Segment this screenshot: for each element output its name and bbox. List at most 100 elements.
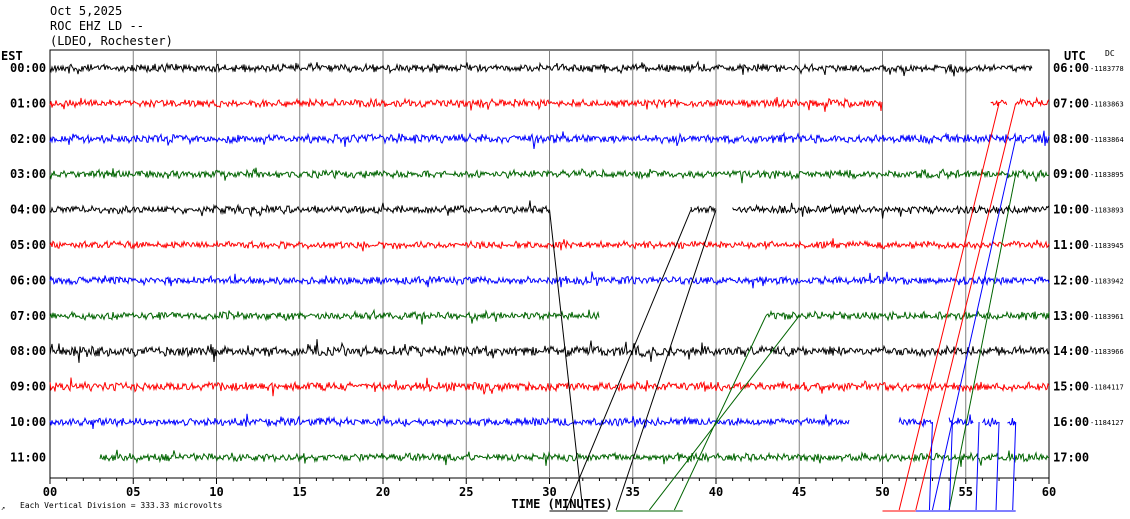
trace-row <box>49 130 1050 149</box>
trace-segment <box>981 417 999 428</box>
wrap-line <box>615 209 717 511</box>
row-label-local: 03:00 <box>10 167 46 181</box>
row-dc-offset: -1183966 <box>1090 348 1124 356</box>
trace-segment <box>732 202 1050 219</box>
x-tick-label: 00 <box>43 485 57 499</box>
trace-segment <box>99 449 1050 467</box>
trace-row <box>49 308 1050 325</box>
wrap-line <box>931 138 1017 511</box>
x-tick-label: 20 <box>376 485 390 499</box>
trace-wrap-lines <box>549 103 1017 511</box>
trace-row <box>49 271 1050 289</box>
wrap-line <box>995 421 1000 511</box>
trace-segment <box>49 60 1033 77</box>
row-dc-offset: -1183863 <box>1090 100 1124 108</box>
trace-segment <box>765 309 1050 322</box>
trace-segment <box>49 130 1050 149</box>
wrap-line <box>549 209 584 511</box>
x-tick-label: 50 <box>875 485 889 499</box>
row-dc-offset: -1183961 <box>1090 313 1124 321</box>
x-axis-title: TIME (MINUTES) <box>511 497 612 511</box>
trace-segment <box>49 96 883 112</box>
trace-row <box>49 377 1050 397</box>
row-dc-offset: -1184127 <box>1090 419 1124 427</box>
trace-row <box>49 200 1050 219</box>
row-dc-offset: -1183893 <box>1090 207 1124 215</box>
grid-lines <box>132 50 967 478</box>
row-label-utc: 07:00 <box>1053 96 1089 110</box>
row-dc-offset: -1184117 <box>1090 384 1124 392</box>
header-date: Oct 5,2025 <box>50 4 122 18</box>
trace-row <box>99 449 1050 467</box>
row-label-utc: 12:00 <box>1053 273 1089 287</box>
row-label-local: 01:00 <box>10 96 46 110</box>
wrap-line <box>928 421 933 511</box>
row-label-local: 11:00 <box>10 450 46 464</box>
row-label-utc: 09:00 <box>1053 167 1089 181</box>
row-dc-offset: -1183895 <box>1090 171 1124 179</box>
wrap-line <box>898 103 1000 511</box>
trace-segment <box>690 205 716 214</box>
left-timezone-label: EST <box>1 49 23 63</box>
header-station: ROC EHZ LD -- <box>50 19 144 33</box>
row-label-local: 07:00 <box>10 309 46 323</box>
row-label-utc: 14:00 <box>1053 344 1089 358</box>
corner-mark-icon: ↗ <box>1 504 5 512</box>
right-timezone-label: UTC <box>1064 49 1086 63</box>
row-dc-offset: -1183945 <box>1090 242 1124 250</box>
trace-row <box>49 96 1050 112</box>
trace-segment <box>948 414 974 427</box>
row-label-local: 08:00 <box>10 344 46 358</box>
trace-row <box>49 167 1050 184</box>
row-label-local: 04:00 <box>10 203 46 217</box>
trace-segment <box>49 413 850 429</box>
trace-row <box>49 60 1033 77</box>
x-tick-label: 15 <box>293 485 307 499</box>
row-label-local: 00:00 <box>10 61 46 75</box>
dc-offset-header: DC <box>1105 49 1115 58</box>
row-dc-offset: -1183864 <box>1090 136 1124 144</box>
row-label-utc: 17:00 <box>1053 450 1089 464</box>
trace-row <box>49 238 1050 252</box>
trace-segment <box>1007 418 1016 426</box>
x-tick-label: 60 <box>1042 485 1056 499</box>
trace-segment <box>49 271 1050 289</box>
wrap-line <box>673 315 767 511</box>
x-tick-label: 35 <box>626 485 640 499</box>
row-label-local: 06:00 <box>10 273 46 287</box>
trace-segment <box>1015 96 1050 108</box>
trace-segment <box>49 339 1050 363</box>
trace-row <box>49 339 1050 363</box>
x-tick-label: 25 <box>459 485 473 499</box>
trace-segment <box>49 308 600 325</box>
trace-segment <box>898 416 933 428</box>
trace-segment <box>49 167 1050 184</box>
x-tick-label: 45 <box>792 485 806 499</box>
row-label-utc: 15:00 <box>1053 380 1089 394</box>
row-dc-offset: -1183778 <box>1090 65 1124 73</box>
wrap-line <box>565 209 692 511</box>
row-label-utc: 13:00 <box>1053 309 1089 323</box>
x-tick-label: 10 <box>209 485 223 499</box>
x-tick-label: 55 <box>959 485 973 499</box>
wrap-line <box>975 421 980 511</box>
wrap-line <box>1012 421 1017 511</box>
x-tick-label: 30 <box>542 485 556 499</box>
wrap-line <box>948 174 1017 511</box>
scale-note: Each Vertical Division = 333.33 microvol… <box>20 501 222 510</box>
row-label-local: 05:00 <box>10 238 46 252</box>
trace-segment <box>49 238 1050 252</box>
trace-row <box>49 413 1016 429</box>
wrap-line <box>915 103 1017 511</box>
wrap-line <box>649 315 800 511</box>
x-tick-label: 40 <box>709 485 723 499</box>
trace-segment <box>49 200 550 218</box>
x-axis: 00 05 10 15 20 25 30 35 40 45 50 55 60 <box>43 478 1056 512</box>
row-label-utc: 11:00 <box>1053 238 1089 252</box>
row-dc-offset: -1183942 <box>1090 277 1124 285</box>
wrap-line <box>948 421 953 511</box>
trace-segment <box>49 377 1050 397</box>
row-label-utc: 16:00 <box>1053 415 1089 429</box>
header-network: (LDEO, Rochester) <box>50 34 173 48</box>
